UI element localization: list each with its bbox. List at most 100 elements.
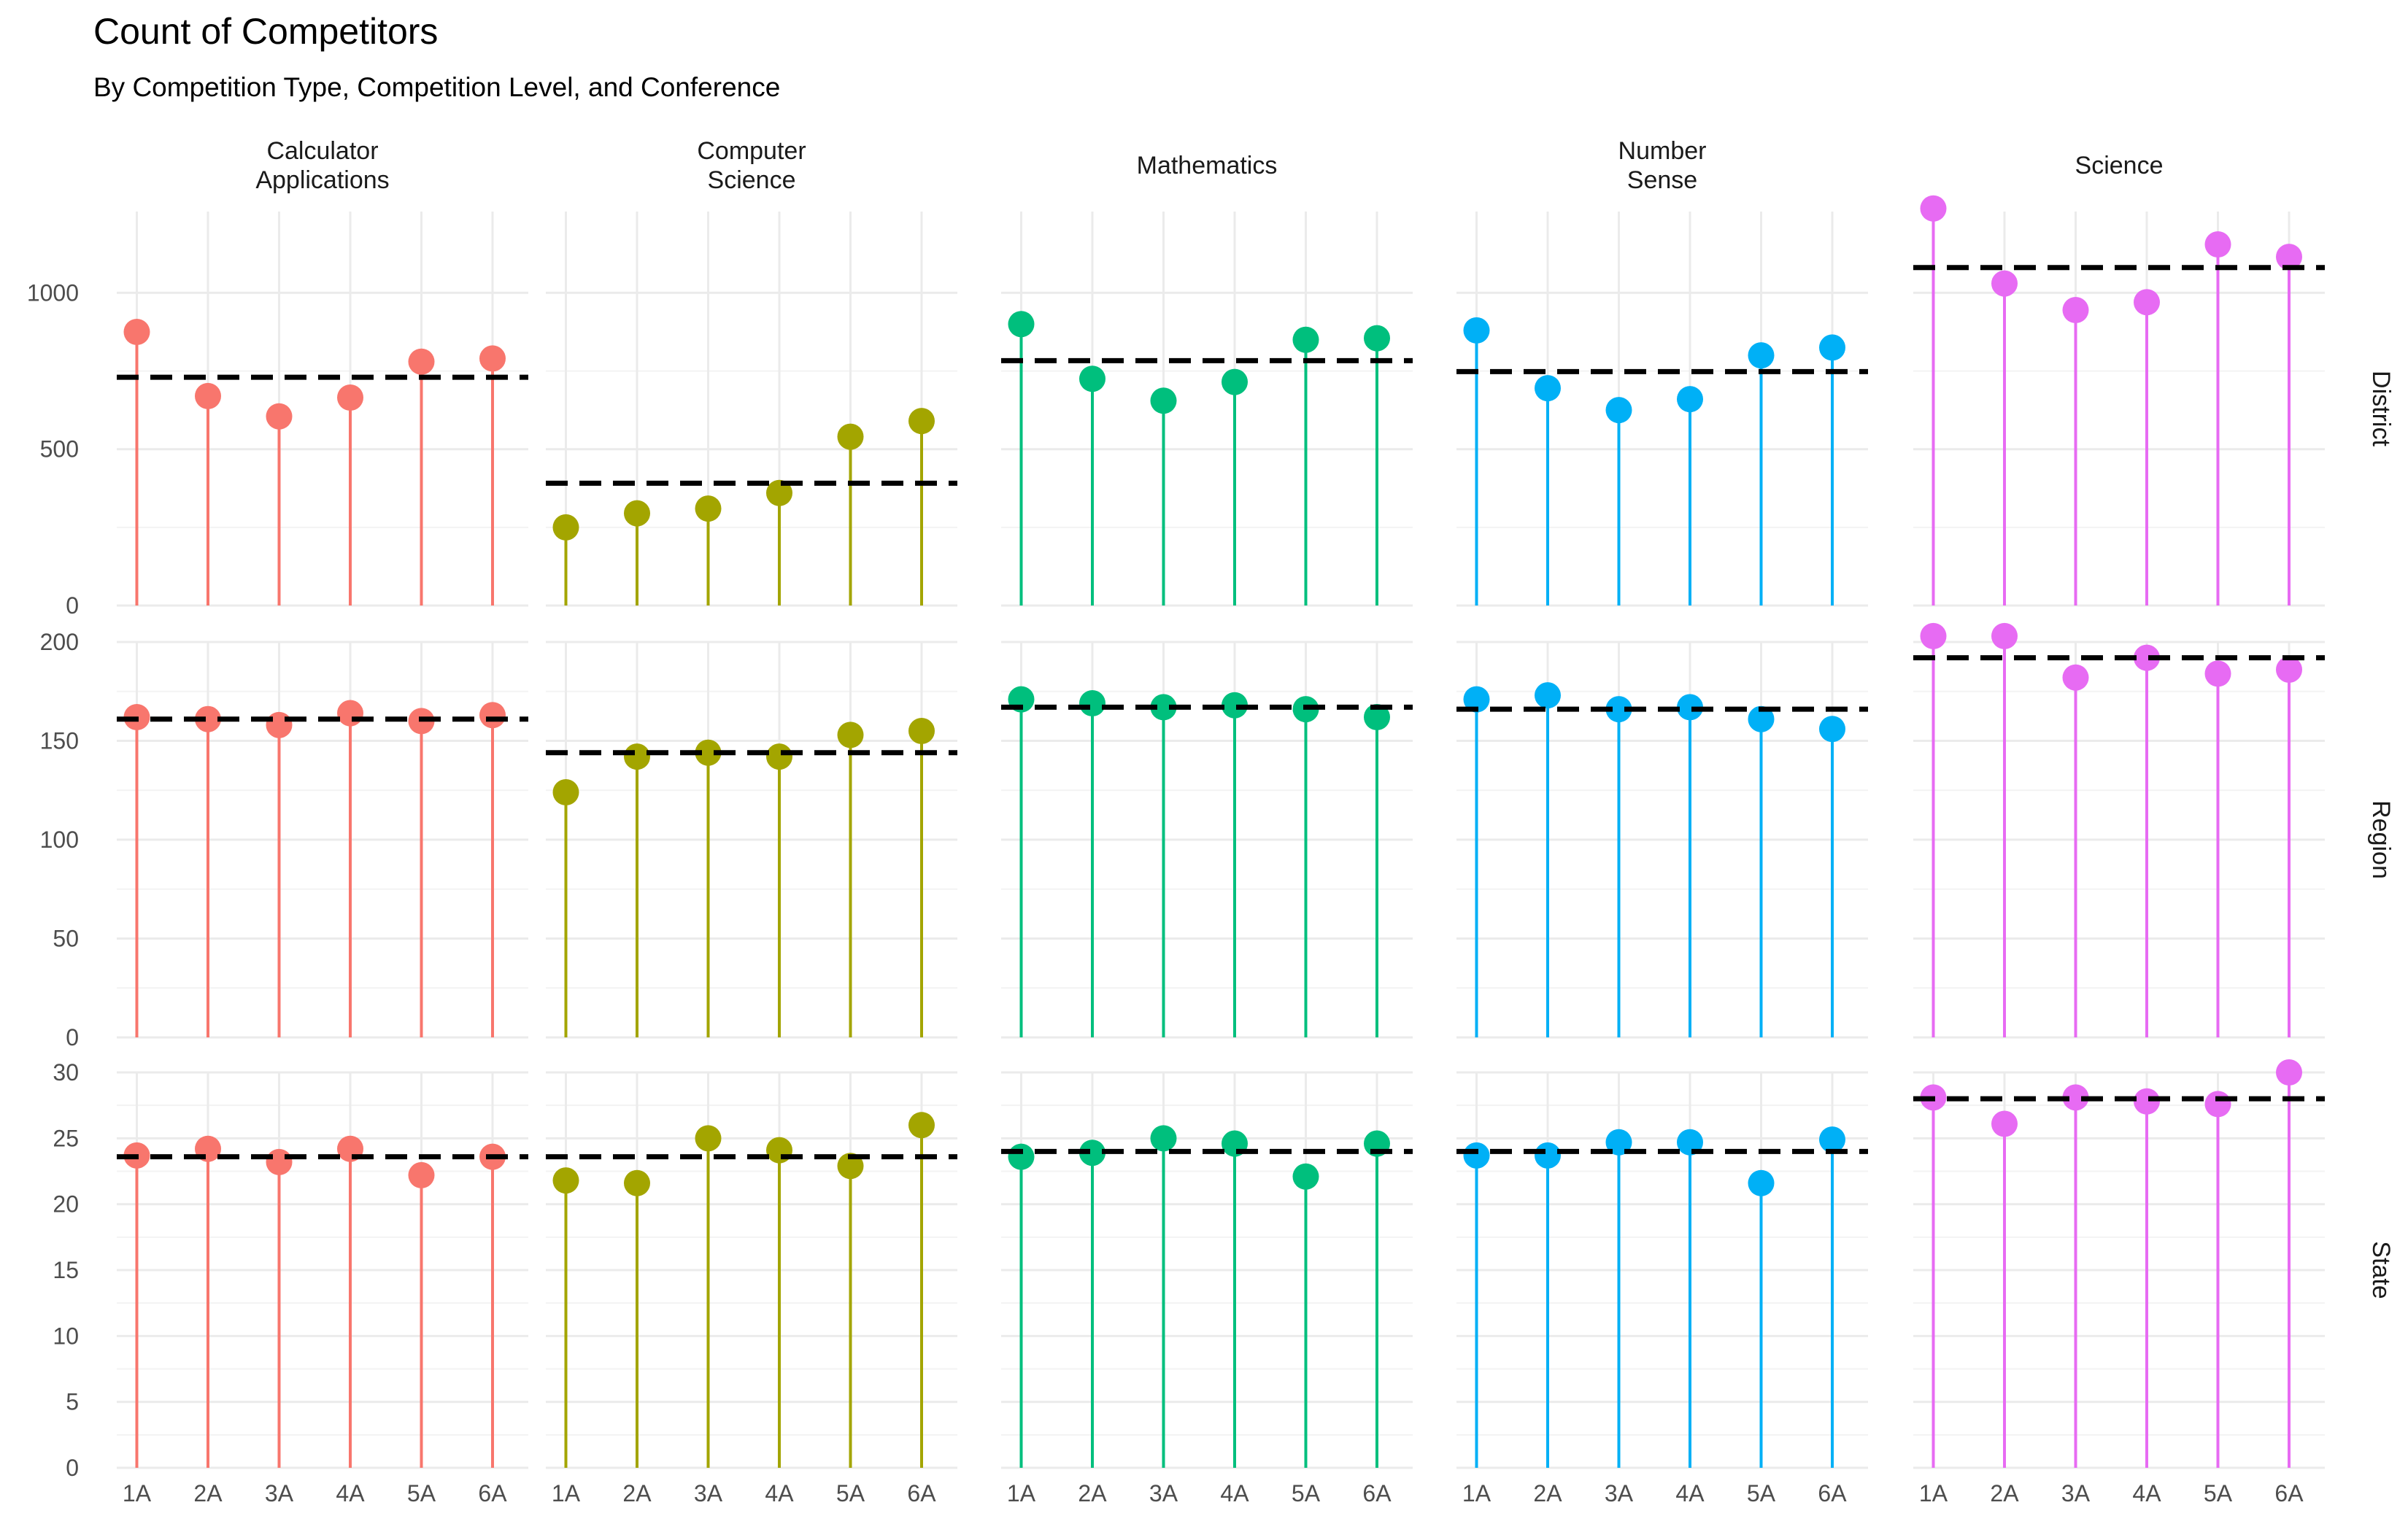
point-region-mathematics-6a — [1364, 703, 1390, 730]
y-tick-district-0: 0 — [66, 592, 79, 619]
point-district-computer-science-1a — [552, 514, 579, 541]
x-tick-number-sense-6a: 6A — [1818, 1480, 1847, 1506]
point-district-computer-science-3a — [695, 495, 722, 522]
point-district-calculator-applications-3a — [266, 403, 293, 430]
point-district-computer-science-5a — [837, 423, 864, 450]
point-state-computer-science-1a — [552, 1167, 579, 1194]
point-region-science-4a — [2134, 644, 2160, 671]
point-region-science-1a — [1920, 622, 1947, 649]
x-tick-science-5a: 5A — [2204, 1480, 2233, 1506]
x-tick-computer-science-4a: 4A — [765, 1480, 794, 1506]
point-state-computer-science-3a — [695, 1125, 722, 1152]
point-district-mathematics-2a — [1079, 365, 1105, 392]
point-state-number-sense-5a — [1748, 1169, 1775, 1196]
point-region-science-6a — [2276, 656, 2302, 683]
point-region-calculator-applications-4a — [337, 700, 363, 727]
point-district-science-4a — [2134, 289, 2160, 316]
y-tick-state-20: 20 — [53, 1191, 79, 1218]
point-district-science-2a — [1991, 270, 2018, 297]
y-tick-state-5: 5 — [66, 1389, 79, 1415]
point-region-computer-science-2a — [624, 743, 650, 770]
x-tick-number-sense-4a: 4A — [1675, 1480, 1705, 1506]
x-tick-mathematics-6a: 6A — [1362, 1480, 1392, 1506]
point-district-calculator-applications-5a — [408, 348, 435, 375]
point-region-mathematics-2a — [1079, 690, 1105, 717]
point-region-calculator-applications-2a — [195, 705, 221, 732]
x-tick-calculator-applications-5a: 5A — [407, 1480, 436, 1506]
point-district-science-1a — [1920, 195, 1947, 222]
x-tick-computer-science-5a: 5A — [836, 1480, 865, 1506]
x-tick-computer-science-2a: 2A — [622, 1480, 652, 1506]
point-state-number-sense-1a — [1463, 1142, 1490, 1169]
point-region-science-2a — [1991, 622, 2018, 649]
x-tick-computer-science-6a: 6A — [907, 1480, 936, 1506]
point-state-calculator-applications-5a — [408, 1161, 435, 1188]
x-tick-number-sense-2a: 2A — [1533, 1480, 1562, 1506]
plot-layer: CalculatorApplicationsComputerScienceMat… — [27, 137, 2395, 1506]
point-region-number-sense-5a — [1748, 705, 1775, 732]
point-state-mathematics-1a — [1008, 1143, 1035, 1170]
strip-label-science-line-1: Science — [2075, 152, 2164, 179]
x-tick-mathematics-4a: 4A — [1220, 1480, 1249, 1506]
x-tick-science-1a: 1A — [1919, 1480, 1948, 1506]
point-district-number-sense-2a — [1535, 375, 1561, 402]
point-region-number-sense-6a — [1819, 716, 1845, 743]
point-district-calculator-applications-2a — [195, 382, 221, 409]
point-district-number-sense-1a — [1463, 317, 1490, 344]
point-state-calculator-applications-3a — [266, 1148, 293, 1175]
point-region-calculator-applications-3a — [266, 711, 293, 738]
point-region-mathematics-4a — [1222, 692, 1248, 719]
y-tick-region-150: 150 — [40, 728, 79, 754]
row-strip-label-state: State — [2367, 1241, 2395, 1299]
point-region-computer-science-4a — [766, 743, 792, 770]
y-tick-state-30: 30 — [53, 1059, 79, 1086]
point-state-computer-science-5a — [837, 1153, 864, 1180]
y-tick-state-25: 25 — [53, 1125, 79, 1151]
point-district-number-sense-3a — [1605, 397, 1632, 424]
point-region-computer-science-6a — [908, 717, 935, 744]
point-district-mathematics-1a — [1008, 311, 1035, 338]
point-region-number-sense-2a — [1535, 682, 1561, 709]
point-district-number-sense-5a — [1748, 342, 1775, 369]
strip-label-computer-science-line-2: Science — [708, 166, 796, 194]
point-state-number-sense-3a — [1605, 1129, 1632, 1156]
point-region-number-sense-4a — [1677, 694, 1703, 721]
x-tick-calculator-applications-6a: 6A — [478, 1480, 507, 1506]
point-district-calculator-applications-1a — [123, 319, 150, 345]
point-region-computer-science-3a — [695, 739, 722, 766]
chart-subtitle: By Competition Type, Competition Level, … — [93, 72, 780, 102]
point-district-mathematics-5a — [1292, 326, 1319, 353]
strip-label-calculator-applications-line-1: Calculator — [266, 137, 378, 165]
x-tick-calculator-applications-2a: 2A — [193, 1480, 223, 1506]
point-district-science-6a — [2276, 244, 2302, 271]
point-state-computer-science-2a — [624, 1169, 650, 1196]
x-tick-calculator-applications-1a: 1A — [123, 1480, 152, 1506]
point-district-mathematics-4a — [1222, 368, 1248, 395]
point-district-computer-science-6a — [908, 408, 935, 435]
point-region-science-3a — [2062, 664, 2089, 691]
x-tick-calculator-applications-3a: 3A — [265, 1480, 294, 1506]
x-tick-computer-science-1a: 1A — [552, 1480, 581, 1506]
point-district-mathematics-3a — [1150, 387, 1177, 414]
point-state-number-sense-4a — [1677, 1129, 1703, 1156]
point-state-science-2a — [1991, 1110, 2018, 1137]
point-state-mathematics-5a — [1292, 1163, 1319, 1190]
y-tick-region-0: 0 — [66, 1024, 79, 1051]
y-tick-region-200: 200 — [40, 629, 79, 655]
x-tick-mathematics-1a: 1A — [1007, 1480, 1036, 1506]
point-state-science-3a — [2062, 1084, 2089, 1111]
strip-label-number-sense-line-1: Number — [1618, 137, 1707, 165]
point-region-calculator-applications-6a — [479, 702, 506, 729]
y-tick-state-10: 10 — [53, 1323, 79, 1349]
point-state-science-5a — [2204, 1091, 2231, 1118]
point-district-science-5a — [2204, 231, 2231, 258]
row-strip-label-district: District — [2367, 371, 2395, 446]
point-state-mathematics-3a — [1150, 1125, 1177, 1152]
point-district-mathematics-6a — [1364, 325, 1390, 352]
y-tick-district-500: 500 — [40, 436, 79, 463]
y-tick-region-100: 100 — [40, 827, 79, 853]
x-tick-mathematics-3a: 3A — [1149, 1480, 1178, 1506]
y-tick-region-50: 50 — [53, 926, 79, 952]
strip-label-mathematics-line-1: Mathematics — [1137, 152, 1278, 179]
